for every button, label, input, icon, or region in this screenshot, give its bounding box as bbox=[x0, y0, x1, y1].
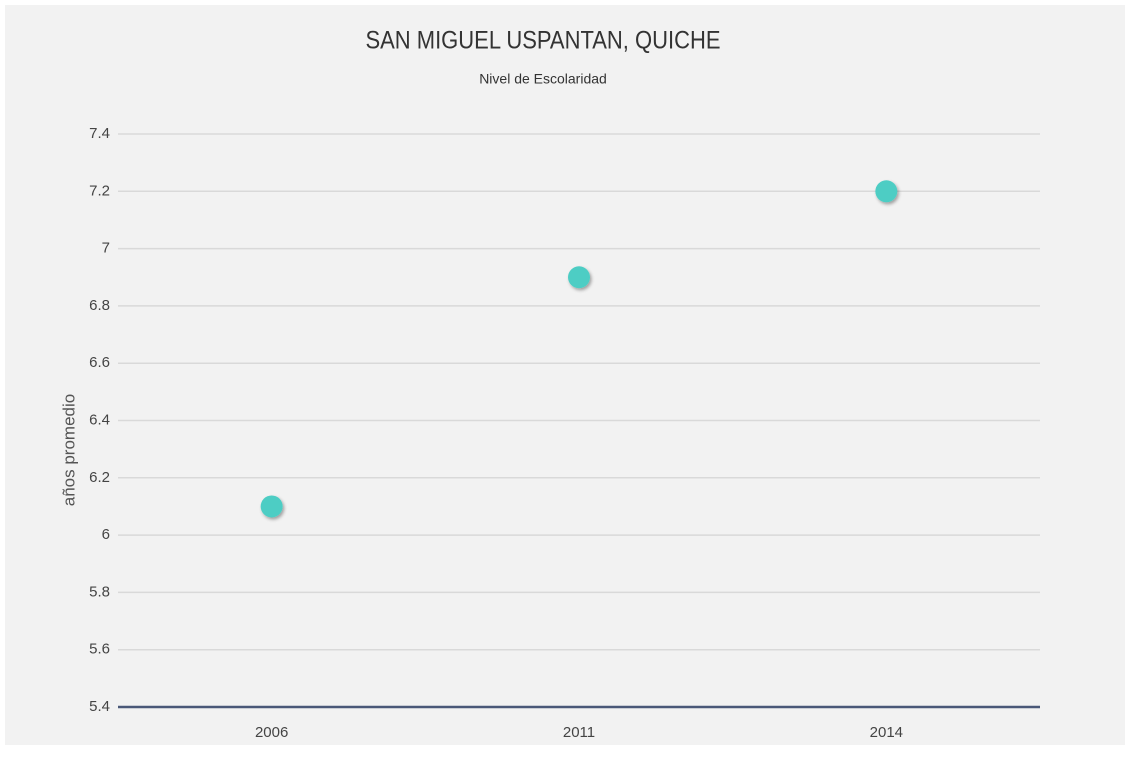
chart-subtitle: Nivel de Escolaridad bbox=[479, 71, 607, 87]
point bbox=[260, 495, 283, 518]
y-tick-label: 6.8 bbox=[89, 297, 110, 314]
y-tick-label: 7 bbox=[102, 240, 110, 257]
y-axis-label: años promedio bbox=[59, 394, 78, 506]
y-tick-label: 7.2 bbox=[89, 182, 110, 199]
point bbox=[875, 180, 898, 203]
y-tick-label: 5.8 bbox=[89, 583, 110, 600]
y-tick-label: 6.2 bbox=[89, 469, 110, 486]
x-tick-label: 2014 bbox=[870, 724, 903, 741]
y-tick-label: 6.4 bbox=[89, 411, 110, 428]
y-tick-label: 6.6 bbox=[89, 354, 110, 371]
chart-background bbox=[5, 5, 1125, 745]
x-tick-label: 2011 bbox=[563, 724, 595, 741]
y-tick-label: 5.4 bbox=[89, 698, 110, 715]
point bbox=[568, 266, 590, 289]
y-tick-label: 6 bbox=[102, 526, 110, 543]
x-tick-label: 2006 bbox=[255, 724, 288, 741]
y-tick-label: 7.4 bbox=[89, 125, 110, 142]
y-tick-label: 5.6 bbox=[89, 641, 110, 658]
chart-title: SAN MIGUEL USPANTAN, QUICHE bbox=[365, 26, 720, 54]
